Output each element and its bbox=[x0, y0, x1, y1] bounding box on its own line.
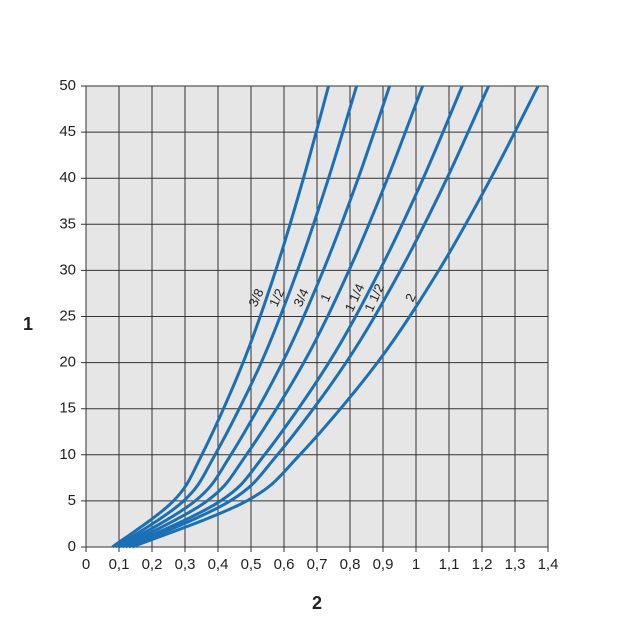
series-line bbox=[124, 85, 464, 549]
x-tick-label: 1,4 bbox=[538, 556, 559, 573]
series-line bbox=[131, 85, 540, 549]
y-tick-label: 25 bbox=[59, 307, 76, 324]
y-tick-label: 30 bbox=[59, 261, 76, 278]
y-tick-label: 20 bbox=[59, 354, 76, 371]
y-tick-label: 35 bbox=[59, 215, 76, 232]
x-tick-label: 0,1 bbox=[109, 556, 130, 573]
series-label: 1/2 bbox=[266, 286, 287, 309]
x-tick-label: 0,4 bbox=[208, 556, 229, 573]
series-line bbox=[111, 85, 330, 549]
x-tick-label: 0,3 bbox=[175, 556, 196, 573]
x-tick-label: 0 bbox=[82, 556, 90, 573]
y-tick-label: 45 bbox=[59, 123, 76, 140]
y-tick-label: 40 bbox=[59, 169, 76, 186]
series-line bbox=[114, 85, 359, 549]
y-tick-label: 10 bbox=[59, 446, 76, 463]
x-tick-label: 1,2 bbox=[472, 556, 493, 573]
series-line bbox=[128, 85, 490, 549]
x-tick-label: 1 bbox=[412, 556, 420, 573]
x-tick-label: 0,2 bbox=[142, 556, 163, 573]
x-tick-label: 0,9 bbox=[373, 556, 394, 573]
y-tick-label: 5 bbox=[68, 492, 76, 509]
x-tick-label: 0,8 bbox=[340, 556, 361, 573]
series-label: 3/4 bbox=[290, 286, 311, 309]
y-tick-label: 0 bbox=[68, 538, 76, 555]
series-line bbox=[118, 85, 392, 549]
x-tick-label: 1,1 bbox=[439, 556, 460, 573]
y-tick-label: 15 bbox=[59, 400, 76, 417]
series-line bbox=[121, 85, 425, 549]
x-tick-label: 0,7 bbox=[307, 556, 328, 573]
x-tick-label: 0,6 bbox=[274, 556, 295, 573]
y-tick-label: 50 bbox=[59, 77, 76, 94]
x-tick-label: 0,5 bbox=[241, 556, 262, 573]
series-label: 3/8 bbox=[245, 286, 266, 309]
x-tick-label: 1,3 bbox=[505, 556, 526, 573]
y-axis-label: 1 bbox=[23, 314, 33, 334]
x-axis-label: 2 bbox=[312, 593, 322, 613]
